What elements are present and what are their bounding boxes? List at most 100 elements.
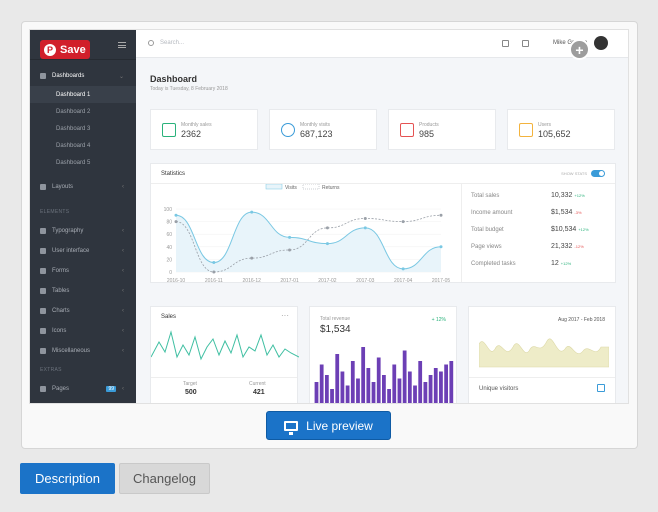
x-tick-label: 2017-04 [394, 278, 413, 284]
sidebar-item[interactable]: Tables ‹ [30, 281, 136, 301]
stat-kv-value: 21,332 -12% [551, 243, 584, 250]
count-badge: 99 [106, 386, 116, 392]
panel-title: Sales [161, 314, 177, 320]
revenue-bar [439, 371, 443, 403]
sidebar-heading: ELEMENTS [40, 209, 70, 215]
menu-item-icon [40, 228, 46, 234]
revenue-label: Total revenue [320, 316, 351, 322]
menu-item-icon [40, 328, 46, 334]
live-preview-button[interactable]: Live preview [266, 411, 391, 440]
page-subtitle: Today is Tuesday, 8 February 2018 [150, 86, 228, 92]
revenue-bar [402, 350, 407, 403]
more-icon[interactable]: ··· [281, 311, 289, 320]
x-tick-label: 2016-10 [167, 278, 186, 284]
search-input[interactable]: Search... [148, 40, 184, 46]
chevron-left-icon: ‹ [122, 288, 124, 294]
revenue-bar [449, 361, 454, 403]
chevron-down-icon: ⌄ [118, 73, 124, 80]
tab-description[interactable]: Description [20, 463, 115, 494]
legend-label-returns: Returns [322, 185, 340, 191]
delta-badge: +12% [560, 261, 572, 266]
cart-icon [162, 123, 176, 137]
y-tick-label: 100 [164, 207, 173, 213]
tab-changelog[interactable]: Changelog [119, 463, 210, 494]
stat-label: Monthly visits [300, 122, 331, 128]
zoom-in-icon[interactable]: + [569, 39, 590, 60]
sidebar-item-dashboards[interactable]: Dashboards ⌄ [30, 66, 136, 86]
gift-icon [400, 123, 414, 137]
sidebar-item[interactable]: Typography ‹ [30, 221, 136, 241]
returns-point [363, 216, 367, 220]
revenue-bar [418, 361, 423, 403]
stat-kv-label: Income amount [471, 210, 513, 216]
x-tick-label: 2016-12 [243, 278, 262, 284]
expand-icon[interactable] [597, 384, 605, 392]
sidebar-subitem[interactable]: Dashboard 1 [30, 86, 136, 103]
sidebar-subitem[interactable]: Dashboard 3 [56, 125, 91, 132]
revenue-bar [433, 368, 438, 403]
sidebar-item-pages[interactable]: Pages 99 ‹ [30, 379, 136, 399]
sidebar-item[interactable]: Miscellaneous ‹ [30, 341, 136, 361]
y-tick-label: 20 [166, 257, 172, 263]
sidebar-subitem[interactable]: Dashboard 2 [56, 108, 91, 115]
y-tick-label: 40 [166, 245, 172, 251]
chevron-left-icon: ‹ [122, 348, 124, 354]
revenue-bar [345, 385, 350, 403]
returns-point [288, 248, 292, 252]
sidebar-subitem[interactable]: Dashboard 4 [56, 142, 91, 149]
delta-badge: +12% [574, 193, 585, 198]
sidebar-subitem[interactable]: Dashboard 5 [56, 159, 91, 166]
revenue-bar [423, 382, 428, 403]
visits-point [288, 235, 292, 239]
stat-value: 105,652 [538, 129, 571, 139]
bell-icon[interactable] [502, 40, 509, 47]
monitor-icon [284, 420, 299, 435]
x-tick-label: 2016-11 [205, 278, 223, 284]
pinterest-save-button[interactable]: P Save [40, 40, 90, 59]
menu-icon[interactable] [118, 42, 126, 48]
statistics-panel: Statistics SHOW STATS 0 20 40 60 80 100 2016-1… [150, 163, 616, 284]
revenue-bar [413, 385, 417, 403]
stat-label: Products [419, 122, 439, 128]
panel-title: Statistics [161, 171, 186, 177]
avatar[interactable] [594, 36, 608, 50]
current-value: 421 [253, 389, 265, 396]
chevron-left-icon: ‹ [122, 228, 124, 234]
delta-badge: -12% [574, 244, 584, 249]
sidebar-item[interactable]: Forms ‹ [30, 261, 136, 281]
chevron-left-icon: ‹ [122, 386, 124, 392]
stat-value: 985 [419, 129, 435, 139]
visits-point [363, 226, 367, 230]
revenue-bar [428, 375, 433, 403]
revenue-bar [330, 389, 334, 403]
stat-label: Users [538, 122, 552, 128]
stat-kv-value: 12 +12% [551, 260, 572, 267]
menu-item-icon [40, 288, 46, 294]
returns-point [174, 220, 178, 224]
sidebar-item-layouts[interactable]: Layouts ‹ [30, 177, 136, 197]
theme-screenshot[interactable]: P Save Dashboards ⌄ Dashboard 1 Dashboar… [29, 29, 629, 404]
y-tick-label: 80 [166, 220, 172, 226]
revenue-bar [444, 364, 449, 403]
stat-card: Monthly sales 2362 [150, 109, 258, 150]
stat-card: Users 105,652 [507, 109, 615, 150]
revenue-bar [382, 375, 386, 403]
returns-point [401, 220, 405, 224]
revenue-panel: Total revenue $1,534 + 12% [309, 306, 457, 403]
stat-kv-value: 10,332 +12% [551, 192, 585, 199]
show-stats-toggle[interactable] [591, 170, 605, 177]
sidebar-item[interactable]: Charts ‹ [30, 301, 136, 321]
delta-badge: +12% [578, 227, 589, 232]
sidebar-item[interactable]: Icons ‹ [30, 321, 136, 341]
stat-value: 687,123 [300, 129, 333, 139]
revenue-bar [371, 382, 376, 403]
visits-point [212, 261, 216, 265]
revenue-delta: + 12% [431, 317, 446, 323]
visitors-label: Unique visitors [479, 386, 519, 392]
message-icon[interactable] [522, 40, 529, 47]
menu-item-icon [40, 268, 46, 274]
visits-point [174, 213, 178, 217]
sidebar-item[interactable]: User interface ‹ [30, 241, 136, 261]
revenue-bar [335, 354, 340, 403]
statistics-line-chart: 0 20 40 60 80 100 2016-10 2016-11 2016-12 2017-01… [164, 184, 450, 284]
